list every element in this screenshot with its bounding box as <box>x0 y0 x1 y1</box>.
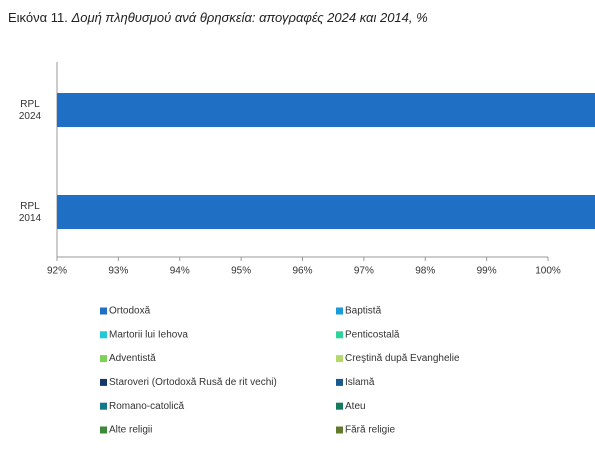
legend-swatch <box>336 355 343 363</box>
legend-swatch <box>100 378 107 386</box>
legend-label: Martorii lui Iehova <box>109 329 188 340</box>
x-tick-label: 98% <box>415 266 435 277</box>
legend-label: Ateu <box>345 401 366 412</box>
x-tick-label: 92% <box>47 266 67 277</box>
category-label: RPL 2014 <box>19 201 42 224</box>
x-tick-label: 96% <box>292 266 312 277</box>
legend-swatch <box>336 378 343 386</box>
legend-label: Staroveri (Ortodoxă Rusă de rit vechi) <box>109 377 277 388</box>
x-tick-label: 93% <box>108 266 128 277</box>
legend-swatch <box>100 307 107 315</box>
title-text: Δομή πληθυσμού ανά θρησκεία: απογραφές 2… <box>71 10 428 25</box>
legend-label: Creştină după Evanghelie <box>345 353 460 364</box>
legend-swatch <box>336 402 343 410</box>
legend-label: Ortodoxă <box>109 306 151 317</box>
legend-swatch <box>100 402 107 410</box>
x-tick-label: 99% <box>477 266 497 277</box>
legend-label: Penticostală <box>345 329 400 340</box>
legend-swatch <box>336 307 343 315</box>
bar-segment <box>57 93 595 127</box>
legend-label: Alte religii <box>109 425 152 436</box>
legend-swatch <box>336 426 343 434</box>
bar-segment <box>57 195 595 229</box>
legend-label: Romano-catolică <box>109 401 184 412</box>
chart-title: Εικόνα 11. Δομή πληθυσμού ανά θρησκεία: … <box>8 10 428 25</box>
figure-number: Εικόνα 11. <box>8 10 68 25</box>
legend-swatch <box>100 355 107 363</box>
legend-swatch <box>100 331 107 339</box>
x-tick-label: 100% <box>535 266 561 277</box>
legend-label: Baptistă <box>345 306 382 317</box>
legend-label: Adventistă <box>109 353 156 364</box>
legend-swatch <box>100 426 107 434</box>
x-tick-label: 97% <box>354 266 374 277</box>
legend-swatch <box>336 331 343 339</box>
legend-label: Islamă <box>345 377 375 388</box>
legend-label: Fără religie <box>345 425 395 436</box>
x-tick-label: 95% <box>231 266 251 277</box>
x-tick-label: 94% <box>170 266 190 277</box>
category-label: RPL 2024 <box>19 99 42 122</box>
